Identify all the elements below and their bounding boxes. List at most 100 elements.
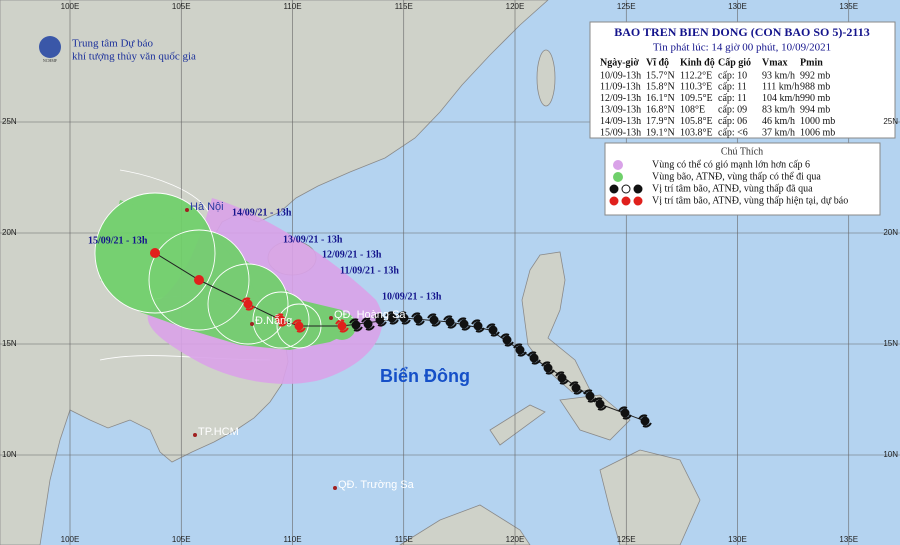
table-cell: cấp: 06 xyxy=(718,116,747,127)
past-position xyxy=(513,343,527,357)
table-cell: 12/09-13h xyxy=(600,93,641,104)
lon-label: 105E xyxy=(172,2,191,11)
table-cell: cấp: <6 xyxy=(718,127,748,138)
table-cell: 103.8°E xyxy=(680,127,713,138)
table-cell: 10/09-13h xyxy=(600,70,641,81)
table-cell: 104 km/h xyxy=(762,93,800,104)
table-cell: cấp: 09 xyxy=(718,104,747,115)
table-cell: 15.8°N xyxy=(646,82,675,93)
past-position xyxy=(541,361,555,375)
past-position xyxy=(427,313,441,327)
table-cell: 110.3°E xyxy=(680,82,712,93)
table-cell: 108°E xyxy=(680,104,705,115)
uncertainty-circles xyxy=(94,192,322,349)
forecast-time-label: 14/09/21 - 13h xyxy=(232,207,292,218)
table-cell: 14/09-13h xyxy=(600,116,641,127)
past-position xyxy=(375,315,385,325)
table-cell: 1000 mb xyxy=(800,116,835,127)
lon-label: 105E xyxy=(172,535,191,544)
past-position xyxy=(351,320,361,330)
past-position xyxy=(397,311,411,325)
past-position xyxy=(515,345,525,355)
forecast-time-label: 11/09/21 - 13h xyxy=(340,265,399,276)
forecast-positions xyxy=(150,248,349,333)
forecast-time-label: 15/09/21 - 13h xyxy=(88,235,148,246)
lat-label: 10N xyxy=(883,450,898,459)
lon-label: 115E xyxy=(395,535,413,544)
past-positions xyxy=(349,311,652,428)
table-cell: 15.7°N xyxy=(646,70,675,81)
legend-symbol xyxy=(609,196,619,206)
legend-label: Vùng có thể có gió mạnh lớn hơn cấp 6 xyxy=(652,159,810,170)
forecast-position xyxy=(194,275,204,285)
table-cell: 109.5°E xyxy=(680,93,713,104)
table-cell: 37 km/h xyxy=(762,127,795,138)
table-cell: 83 km/h xyxy=(762,104,795,115)
table-cell: cấp: 11 xyxy=(718,93,747,104)
place-label: TP.HCM xyxy=(198,426,239,438)
lon-label: 115E xyxy=(395,2,413,11)
forecast-position xyxy=(150,248,160,258)
forecast-position xyxy=(243,299,253,309)
forecast-position xyxy=(335,319,349,333)
table-cell: 1006 mb xyxy=(800,127,835,138)
legend-swatch xyxy=(613,172,623,182)
legend-symbol xyxy=(621,184,631,194)
past-position xyxy=(486,323,500,337)
forecast-position xyxy=(276,315,286,325)
lat-label: 20N xyxy=(2,228,17,237)
lon-label: 110E xyxy=(283,535,301,544)
past-position xyxy=(385,311,399,325)
legend-symbol xyxy=(633,184,643,194)
forecast-position xyxy=(241,297,255,311)
lon-label: 125E xyxy=(617,2,636,11)
mindanao xyxy=(599,449,701,545)
place-dot xyxy=(193,433,197,437)
agency-name: Trung tâm Dự báo xyxy=(72,38,154,50)
table-cell: 988 mb xyxy=(800,82,830,93)
forecast-time-label: 12/09/21 - 13h xyxy=(322,249,382,260)
legend-items: Vùng có thể có gió mạnh lớn hơn cấp 6Vùn… xyxy=(609,159,848,206)
table-cell: 11/09-13h xyxy=(600,82,641,93)
legend-symbol xyxy=(609,184,619,194)
lon-label: 130E xyxy=(728,535,747,544)
place-dot xyxy=(329,316,333,320)
borneo xyxy=(399,504,531,545)
lat-label: 10N xyxy=(2,450,17,459)
past-position xyxy=(502,335,512,345)
legend-swatch xyxy=(613,160,623,170)
legend-symbol xyxy=(621,196,631,206)
past-position xyxy=(429,315,439,325)
place-label: Hà Nội xyxy=(190,201,224,213)
past-position xyxy=(527,351,541,365)
agency-name: khí tượng thủy văn quốc gia xyxy=(72,51,196,63)
bulletin-table: Ngày-giờ Vĩ độ Kinh độ Cấp gió Vmax Pmin 10/09… xyxy=(600,57,835,138)
past-position xyxy=(459,319,469,329)
forecast-position xyxy=(274,313,288,327)
lat-label: 25N xyxy=(883,117,898,126)
taiwan xyxy=(536,49,556,107)
past-position xyxy=(488,325,498,335)
table-header: Cấp gió xyxy=(718,57,751,68)
lon-label: 120E xyxy=(506,2,525,11)
past-position xyxy=(443,315,457,329)
place-dot xyxy=(250,322,254,326)
lat-label: 15N xyxy=(883,339,898,348)
legend-symbol xyxy=(633,196,643,206)
past-position xyxy=(473,321,483,331)
past-position xyxy=(618,406,632,420)
place-dot xyxy=(333,486,337,490)
place-label: Đ.Nẵng xyxy=(255,314,292,327)
lon-label: 130E xyxy=(728,2,747,11)
past-position xyxy=(638,414,652,428)
past-position xyxy=(585,391,595,401)
past-position xyxy=(569,381,583,395)
past-position xyxy=(363,319,373,329)
table-cell: 105.8°E xyxy=(680,116,713,127)
lat-label: 15N xyxy=(2,339,17,348)
forecast-position xyxy=(294,321,304,331)
lon-label: 135E xyxy=(839,535,858,544)
legend-label: Vùng bão, ATNĐ, vùng thấp có thể đi qua xyxy=(652,171,821,182)
past-position xyxy=(529,353,539,363)
place-label: Biển Đông xyxy=(380,366,470,386)
